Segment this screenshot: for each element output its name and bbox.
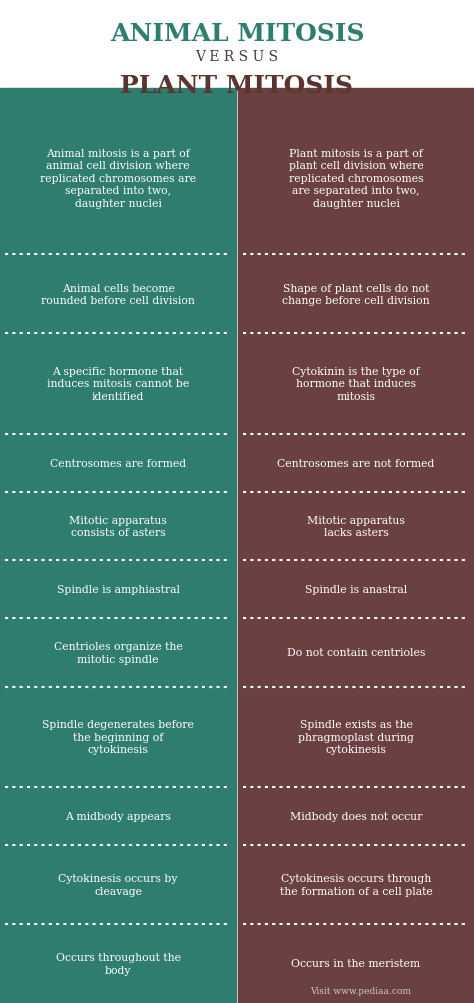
Text: Cytokinesis occurs by
cleavage: Cytokinesis occurs by cleavage	[58, 874, 178, 896]
Text: Plant mitosis is a part of
plant cell division where
replicated chromosomes
are : Plant mitosis is a part of plant cell di…	[289, 148, 423, 209]
Bar	[0, 924, 236, 1003]
Bar	[238, 619, 474, 687]
Bar	[0, 89, 236, 102]
Text: Mitotic apparatus
lacks asters: Mitotic apparatus lacks asters	[307, 516, 405, 538]
Text: Spindle is amphiastral: Spindle is amphiastral	[56, 585, 180, 595]
Text: Centrosomes are formed: Centrosomes are formed	[50, 458, 186, 468]
Bar	[0, 687, 236, 787]
Text: V E R S U S: V E R S U S	[195, 50, 279, 64]
Bar	[238, 89, 474, 102]
Text: A specific hormone that
induces mitosis cannot be
identified: A specific hormone that induces mitosis …	[47, 367, 189, 401]
Text: Spindle is anastral: Spindle is anastral	[305, 585, 407, 595]
Bar	[0, 561, 236, 619]
Bar	[238, 434, 474, 492]
Text: ANIMAL MITOSIS: ANIMAL MITOSIS	[110, 22, 364, 46]
Bar	[238, 924, 474, 1003]
Bar	[238, 334, 474, 434]
Text: Spindle degenerates before
the beginning of
cytokinesis: Spindle degenerates before the beginning…	[42, 719, 194, 754]
Bar	[0, 492, 236, 561]
Bar	[0, 845, 236, 924]
Bar	[0, 102, 236, 255]
Text: Animal mitosis is a part of
animal cell division where
replicated chromosomes ar: Animal mitosis is a part of animal cell …	[40, 148, 196, 209]
Bar	[0, 787, 236, 845]
Bar	[238, 687, 474, 787]
Bar	[238, 561, 474, 619]
Text: Centrosomes are not formed: Centrosomes are not formed	[277, 458, 435, 468]
Text: Animal cells become
rounded before cell division: Animal cells become rounded before cell …	[41, 284, 195, 306]
Bar	[0, 334, 236, 434]
Text: Occurs in the meristem: Occurs in the meristem	[292, 959, 420, 969]
Text: Spindle exists as the
phragmoplast during
cytokinesis: Spindle exists as the phragmoplast durin…	[298, 719, 414, 754]
Text: A midbody appears: A midbody appears	[65, 811, 171, 821]
Bar	[238, 845, 474, 924]
Text: Visit www.pediaa.com: Visit www.pediaa.com	[310, 986, 411, 995]
Bar	[0, 434, 236, 492]
Text: Centrioles organize the
mitotic spindle: Centrioles organize the mitotic spindle	[54, 642, 182, 664]
Text: Shape of plant cells do not
change before cell division: Shape of plant cells do not change befor…	[282, 284, 430, 306]
Bar	[0, 619, 236, 687]
Text: Do not contain centrioles: Do not contain centrioles	[287, 648, 425, 658]
Bar	[0, 255, 236, 334]
Text: Midbody does not occur: Midbody does not occur	[290, 811, 422, 821]
Bar	[238, 255, 474, 334]
Text: Cytokinin is the type of
hormone that induces
mitosis: Cytokinin is the type of hormone that in…	[292, 367, 420, 401]
Text: PLANT MITOSIS: PLANT MITOSIS	[120, 74, 354, 98]
Bar	[238, 492, 474, 561]
Text: Cytokinesis occurs through
the formation of a cell plate: Cytokinesis occurs through the formation…	[280, 874, 432, 896]
Bar	[238, 787, 474, 845]
Bar	[238, 102, 474, 255]
Text: Occurs throughout the
body: Occurs throughout the body	[55, 952, 181, 975]
Text: Mitotic apparatus
consists of asters: Mitotic apparatus consists of asters	[69, 516, 167, 538]
